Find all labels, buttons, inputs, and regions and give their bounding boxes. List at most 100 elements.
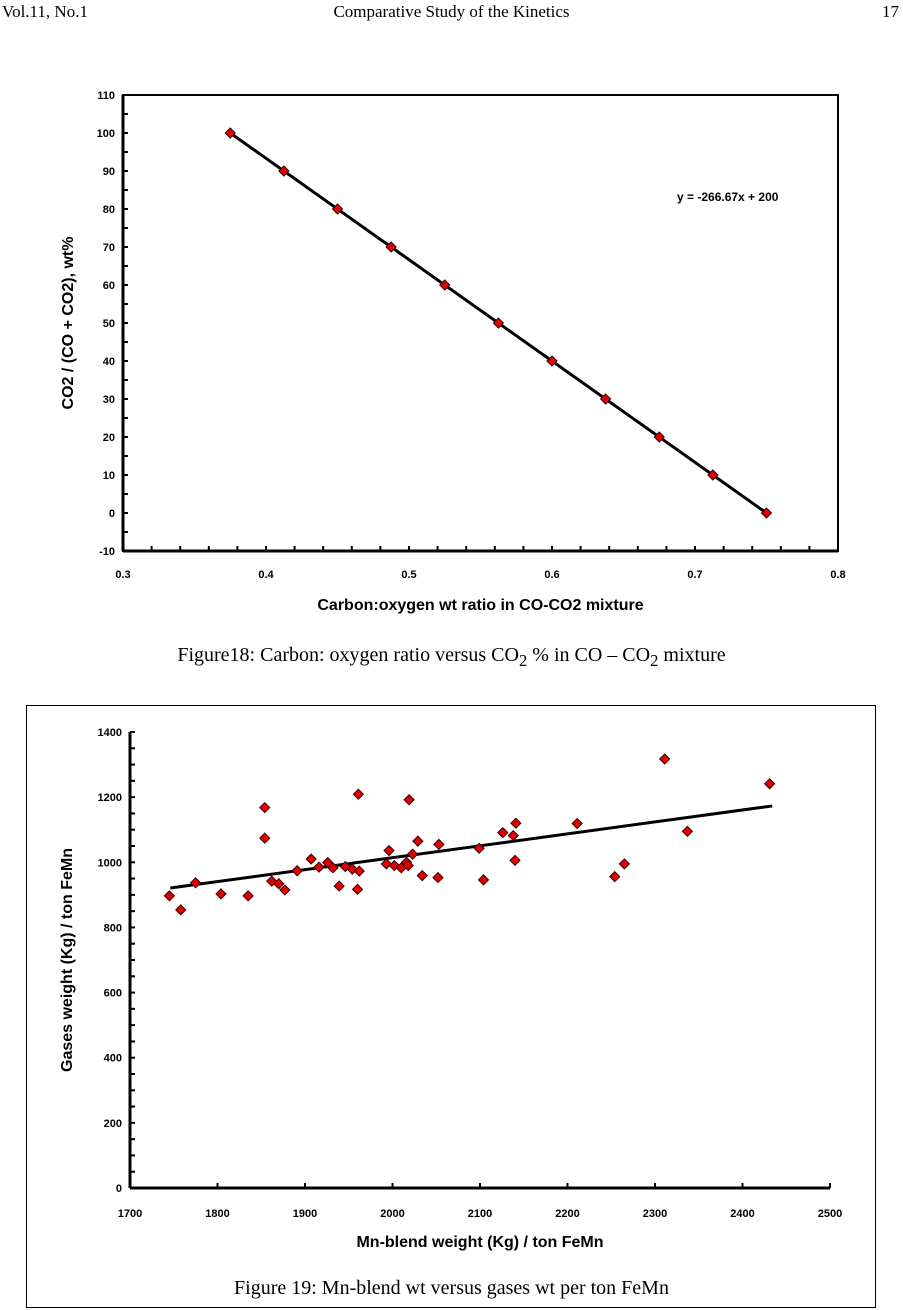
y-tick-label: 1200: [98, 792, 122, 804]
y-tick-label: 60: [103, 280, 115, 292]
y-tick-label: 40: [103, 356, 115, 368]
data-point: [305, 853, 317, 865]
y-tick-label: 400: [104, 1053, 122, 1065]
data-point: [242, 890, 254, 902]
data-point: [278, 165, 290, 177]
data-point: [618, 858, 631, 870]
data-point: [273, 878, 285, 890]
data-point: [402, 859, 414, 872]
data-point: [599, 393, 612, 405]
data-point: [327, 862, 339, 874]
y-tick-label: -10: [99, 546, 115, 558]
y-axis-title: Gases weight (Kg) / ton FeMn: [59, 848, 76, 1072]
data-point: [331, 203, 344, 215]
data-point: [658, 753, 671, 765]
y-tick-label: 110: [97, 90, 115, 102]
data-point: [259, 832, 271, 844]
caption-subscript: 2: [650, 651, 659, 670]
y-axis-title: CO2 / (CO + CO2), wt%: [60, 237, 77, 410]
data-point: [509, 854, 521, 867]
chart-2: 0 200 400 600 800 1000 1200 1400 1700 1800 1900 200…: [59, 727, 842, 1251]
y-tick-label: 1400: [98, 727, 122, 739]
y-tick-label: 200: [104, 1118, 122, 1130]
x-tick-label: 0.6: [544, 569, 559, 581]
data-point: [492, 317, 505, 329]
data-point: [473, 842, 485, 854]
equation-label: y = -266.67x + 200: [677, 190, 779, 204]
data-point: [175, 904, 187, 916]
y-tick-label: 0: [116, 1183, 122, 1195]
data-point: [291, 865, 303, 877]
data-point: [189, 877, 202, 889]
data-point: [259, 801, 271, 814]
x-tick-label: 2400: [730, 1208, 754, 1220]
data-point: [707, 469, 719, 481]
caption-text: mixture: [658, 644, 726, 666]
x-tick-label: 0.3: [115, 569, 130, 581]
data-point: [224, 127, 236, 139]
data-point: [763, 778, 776, 790]
data-point: [352, 788, 365, 800]
data-point: [681, 825, 694, 838]
y-tick-label: 800: [104, 922, 122, 934]
x-tick-label: 2200: [555, 1208, 579, 1220]
data-point: [380, 858, 393, 870]
data-point: [412, 835, 424, 847]
y-tick-label: 50: [103, 318, 115, 330]
x-tick-label: 1900: [293, 1208, 317, 1220]
data-point: [507, 829, 519, 842]
caption-subscript: 2: [518, 651, 528, 670]
journal-volume: Vol.11, No.1: [2, 2, 88, 21]
data-point: [477, 874, 490, 886]
x-tick-label: 1800: [205, 1208, 229, 1220]
y-tick-label: 70: [103, 242, 115, 254]
data-point: [406, 848, 419, 860]
data-point: [403, 794, 415, 806]
trendline: [170, 804, 773, 890]
running-title: Comparative Study of the Kinetics: [333, 2, 570, 21]
data-point: [215, 888, 227, 900]
plot-area: [122, 94, 839, 552]
y-tick-label: 600: [104, 988, 122, 1000]
y-tick-label: 20: [103, 432, 115, 444]
data-point: [351, 883, 364, 896]
figure19-frame: [26, 705, 876, 1308]
x-tick-label: 2300: [643, 1208, 667, 1220]
x-tick-label: 0.5: [401, 569, 416, 581]
data-point: [313, 861, 325, 873]
data-point: [163, 890, 176, 902]
data-point: [653, 431, 665, 443]
y-tick-label: 1000: [98, 857, 122, 869]
x-tick-label: 1700: [118, 1208, 142, 1220]
data-point: [760, 507, 773, 519]
x-tick-label: 0.7: [687, 569, 702, 581]
caption-text: Figure18: Carbon: oxygen ratio versus CO: [177, 644, 519, 666]
x-tick-label: 2100: [468, 1208, 492, 1220]
y-tick-label: 10: [103, 470, 115, 482]
data-point: [510, 817, 522, 829]
figure19-caption: Figure 19: Mn-blend wt versus gases wt p…: [234, 1277, 669, 1299]
y-tick-label: 90: [103, 166, 115, 178]
caption-text: % in CO – CO: [527, 644, 651, 666]
y-tick-label: 80: [103, 204, 115, 216]
page-number: 17: [882, 2, 899, 21]
x-axis-title: Mn-blend weight (Kg) / ton FeMn: [356, 1234, 603, 1251]
data-point: [353, 865, 365, 877]
x-tick-label: 0.4: [258, 569, 274, 581]
data-point: [546, 355, 558, 367]
chart-1: -10 0 10 20 30 40 50 60 70 80 90 100 110 0.3 0.4 0.5 0.6…: [60, 90, 846, 614]
x-axis-title: Carbon:oxygen wt ratio in CO-CO2 mixture: [317, 597, 643, 614]
x-tick-label: 0.8: [830, 569, 845, 581]
plot-area: [130, 732, 830, 1188]
data-point: [333, 880, 345, 892]
data-point: [609, 870, 621, 883]
figure18-caption: Figure18: Carbon: oxygen ratio versus CO…: [0, 644, 903, 671]
data-point: [416, 869, 428, 882]
y-tick-label: 100: [97, 128, 115, 140]
data-point: [385, 241, 397, 253]
data-point: [571, 817, 583, 830]
data-point: [497, 826, 509, 839]
x-tick-label: 2500: [818, 1208, 842, 1220]
